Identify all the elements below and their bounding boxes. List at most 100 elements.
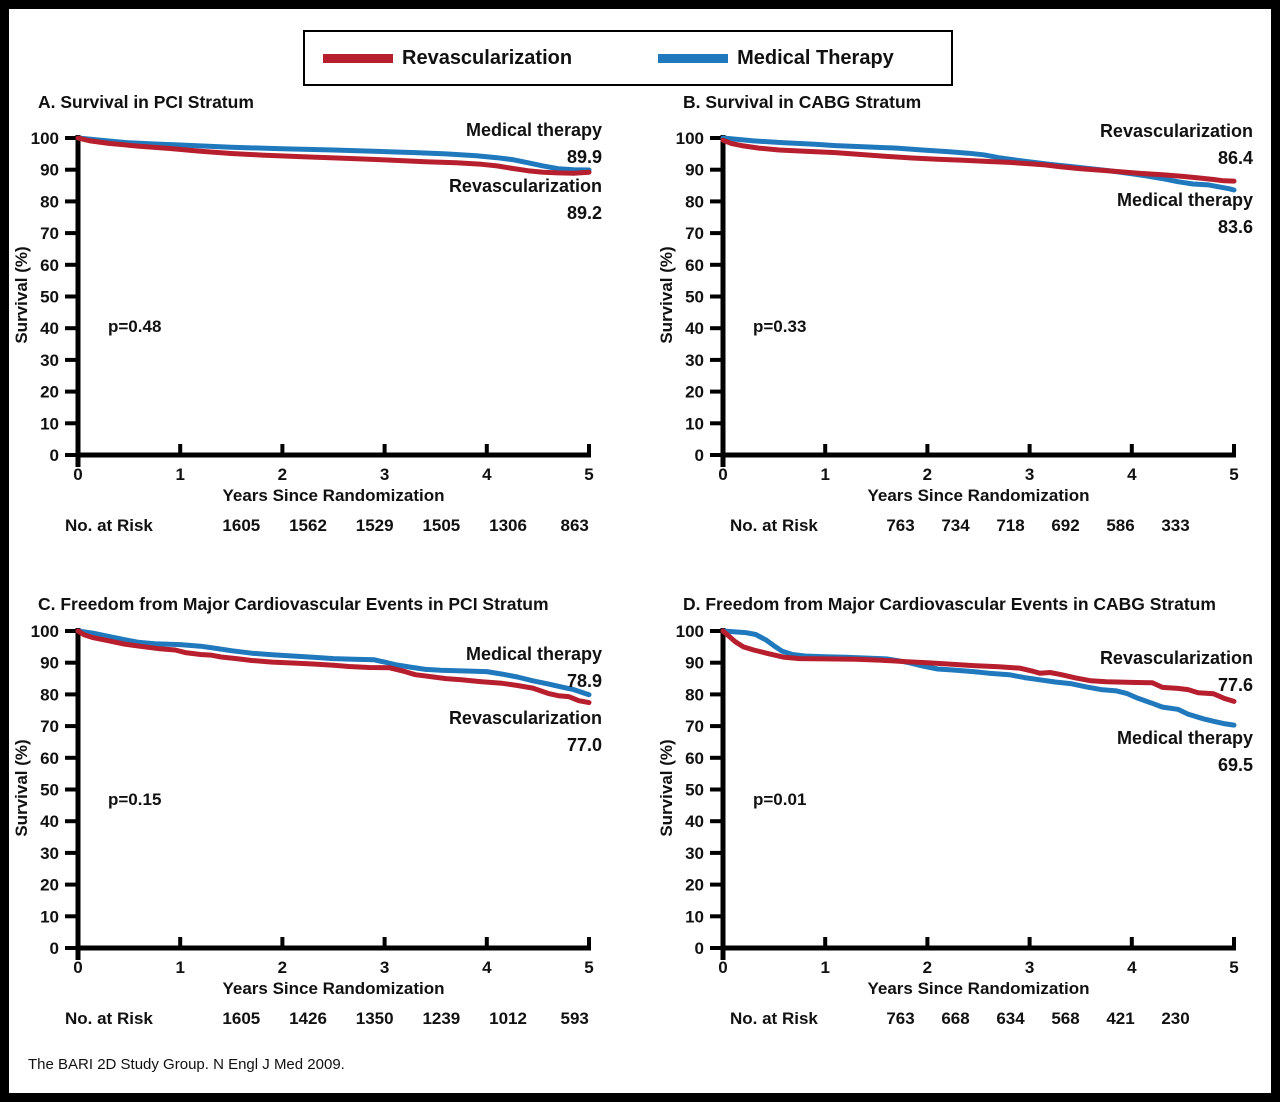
number-at-risk-row: No. at Risk 763 668 634 568 421 230	[653, 1009, 1280, 1031]
kaplan-meier-plot-a: 0 10 20 30 40 50 60 70 80 90 100 0 1 2 3 4 5	[31, 129, 594, 484]
x-axis-label: Years Since Randomization	[222, 979, 445, 998]
svg-text:2: 2	[923, 958, 932, 977]
number-at-risk-values: 1605 1426 1350 1239 1012 593	[208, 1009, 608, 1029]
svg-text:100: 100	[31, 129, 59, 148]
curve-label: Revascularization	[1099, 121, 1253, 141]
curve-label: Medical therapy	[465, 644, 602, 664]
svg-text:30: 30	[40, 844, 59, 863]
panel-d-mace-free-cabg: D. Freedom from Major Cardiovascular Eve…	[653, 588, 1280, 1048]
panel-a-survival-pci: A. Survival in PCI Stratum Survival (%) …	[8, 92, 648, 555]
svg-text:50: 50	[685, 781, 704, 800]
panel-title: C. Freedom from Major Cardiovascular Eve…	[38, 594, 549, 614]
svg-text:0: 0	[718, 958, 727, 977]
svg-text:1: 1	[175, 958, 184, 977]
revascularization-line-swatch	[323, 53, 393, 63]
svg-text:0: 0	[73, 465, 82, 484]
number-at-risk-value: 1306	[489, 516, 527, 535]
number-at-risk-row: No. at Risk 763 734 718 692 586 333	[653, 516, 1280, 538]
svg-text:90: 90	[685, 654, 704, 673]
svg-text:40: 40	[685, 319, 704, 338]
curve-end-value: 83.6	[1217, 217, 1253, 237]
svg-text:80: 80	[40, 192, 59, 211]
svg-text:70: 70	[40, 717, 59, 736]
number-at-risk-value: 230	[1161, 1009, 1190, 1028]
number-at-risk-label: No. at Risk	[65, 516, 153, 535]
svg-text:1: 1	[175, 465, 184, 484]
legend-item-medical-therapy: Medical Therapy	[658, 47, 894, 70]
number-at-risk-values: 1605 1562 1529 1505 1306 863	[208, 516, 608, 536]
curve-annotation: Revascularization 86.4	[1100, 118, 1253, 172]
svg-text:40: 40	[685, 812, 704, 831]
curve-label: Revascularization	[1099, 648, 1253, 668]
panel-c-mace-free-pci: C. Freedom from Major Cardiovascular Eve…	[8, 588, 648, 1048]
curve-end-value: 89.2	[566, 203, 602, 223]
legend-label: Revascularization	[402, 46, 573, 69]
svg-text:5: 5	[584, 958, 593, 977]
number-at-risk-value: 593	[560, 1009, 589, 1028]
number-at-risk-value: 692	[1051, 516, 1080, 535]
number-at-risk-values: 763 734 718 692 586 333	[873, 516, 1203, 536]
svg-text:2: 2	[278, 465, 287, 484]
number-at-risk-label: No. at Risk	[65, 1009, 153, 1028]
x-axis-label: Years Since Randomization	[867, 486, 1090, 505]
panel-title: B. Survival in CABG Stratum	[683, 92, 922, 112]
svg-text:10: 10	[685, 907, 704, 926]
svg-text:4: 4	[482, 958, 492, 977]
legend-item-revascularization: Revascularization	[323, 47, 572, 70]
x-axis-label: Years Since Randomization	[222, 486, 445, 505]
svg-text:3: 3	[1025, 465, 1034, 484]
svg-text:90: 90	[40, 654, 59, 673]
svg-text:70: 70	[685, 224, 704, 243]
svg-text:50: 50	[40, 288, 59, 307]
curve-end-value: 78.9	[566, 671, 602, 691]
curve-label: Medical therapy	[1116, 728, 1253, 748]
number-at-risk-value: 1350	[355, 1009, 394, 1028]
curve-annotation: Revascularization 89.2	[449, 173, 602, 227]
kaplan-meier-plot-b: 0 10 20 30 40 50 60 70 80 90 100 0 1 2 3 4 5	[676, 129, 1239, 484]
svg-text:90: 90	[40, 161, 59, 180]
medical-therapy-line-swatch	[658, 53, 729, 63]
number-at-risk-value: 333	[1161, 516, 1190, 535]
svg-text:1: 1	[820, 958, 829, 977]
svg-text:60: 60	[685, 256, 704, 275]
x-axis-label: Years Since Randomization	[867, 979, 1090, 998]
svg-text:3: 3	[380, 958, 389, 977]
svg-text:20: 20	[685, 876, 704, 895]
number-at-risk-label: No. at Risk	[730, 1009, 818, 1028]
svg-text:80: 80	[685, 685, 704, 704]
number-at-risk-value: 1426	[289, 1009, 327, 1028]
curve-annotation: Revascularization 77.6	[1100, 645, 1253, 699]
curve-label: Medical therapy	[1116, 190, 1253, 210]
number-at-risk-value: 763	[886, 1009, 915, 1028]
number-at-risk-value: 1239	[422, 1009, 461, 1028]
svg-text:50: 50	[685, 288, 704, 307]
legend-label: Medical Therapy	[737, 46, 894, 69]
number-at-risk-value: 718	[996, 516, 1025, 535]
svg-text:0: 0	[695, 939, 704, 958]
svg-text:2: 2	[923, 465, 932, 484]
number-at-risk-value: 668	[941, 1009, 970, 1028]
svg-text:1: 1	[820, 465, 829, 484]
number-at-risk-value: 634	[996, 1009, 1025, 1028]
number-at-risk-value: 586	[1106, 516, 1135, 535]
number-at-risk-value: 863	[560, 516, 589, 535]
number-at-risk-label: No. at Risk	[730, 516, 818, 535]
svg-text:5: 5	[1229, 465, 1238, 484]
svg-text:4: 4	[1127, 958, 1137, 977]
panel-b-survival-cabg: B. Survival in CABG Stratum Survival (%)…	[653, 92, 1280, 555]
number-at-risk-row: No. at Risk 1605 1562 1529 1505 1306 863	[8, 516, 648, 538]
svg-text:2: 2	[278, 958, 287, 977]
svg-text:100: 100	[676, 622, 704, 641]
curve-annotation: Medical therapy 78.9	[466, 641, 602, 695]
panel-title: D. Freedom from Major Cardiovascular Eve…	[683, 594, 1216, 614]
svg-text:30: 30	[685, 351, 704, 370]
number-at-risk-value: 1605	[222, 1009, 261, 1028]
svg-text:30: 30	[685, 844, 704, 863]
number-at-risk-value: 1562	[289, 516, 327, 535]
svg-text:10: 10	[40, 414, 59, 433]
svg-text:0: 0	[50, 446, 59, 465]
svg-text:3: 3	[1025, 958, 1034, 977]
curve-annotation: Medical therapy 83.6	[1117, 187, 1253, 241]
curve-end-value: 69.5	[1217, 755, 1253, 775]
